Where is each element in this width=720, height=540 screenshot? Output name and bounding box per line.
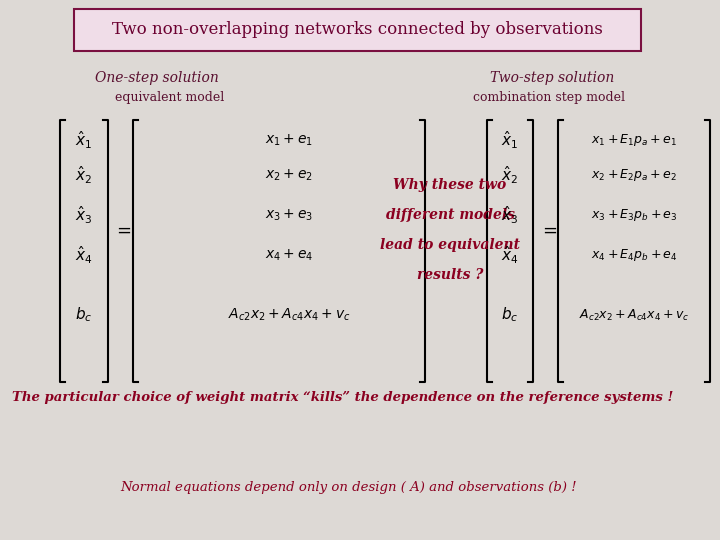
Text: $A_{c2}x_2 + A_{c4}x_4 + v_c$: $A_{c2}x_2 + A_{c4}x_4 + v_c$ [579,307,689,322]
Text: Two-step solution: Two-step solution [490,71,614,85]
Text: $\hat{x}_4$: $\hat{x}_4$ [75,244,93,266]
Text: lead to equivalent: lead to equivalent [380,238,520,252]
Text: $\hat{x}_3$: $\hat{x}_3$ [501,204,518,226]
Text: $x_2 + E_2p_a + e_2$: $x_2 + E_2p_a + e_2$ [591,167,677,183]
Text: Why these two: Why these two [393,178,507,192]
Text: The particular choice of weight matrix “kills” the dependence on the reference s: The particular choice of weight matrix “… [12,390,673,403]
Text: $x_3 + E_3p_b + e_3$: $x_3 + E_3p_b + e_3$ [590,207,678,223]
Text: $=$: $=$ [539,221,557,239]
FancyBboxPatch shape [74,9,641,51]
Text: $x_1 + E_1p_a + e_1$: $x_1 + E_1p_a + e_1$ [591,132,677,148]
Text: equivalent model: equivalent model [115,91,224,104]
Text: One-step solution: One-step solution [95,71,219,85]
Text: $b_c$: $b_c$ [76,306,93,325]
Text: results ?: results ? [417,268,483,282]
Text: $\hat{x}_1$: $\hat{x}_1$ [76,129,93,151]
Text: $x_2 + e_2$: $x_2 + e_2$ [265,167,313,183]
Text: different models: different models [386,208,514,222]
Text: $=$: $=$ [113,221,131,239]
Text: Two non-overlapping networks connected by observations: Two non-overlapping networks connected b… [112,22,603,38]
Text: combination step model: combination step model [473,91,625,104]
Text: $\hat{x}_1$: $\hat{x}_1$ [501,129,518,151]
Text: Normal equations depend only on design ( A) and observations (b) !: Normal equations depend only on design (… [120,482,577,495]
Text: $x_3 + e_3$: $x_3 + e_3$ [265,207,313,222]
Text: $b_c$: $b_c$ [501,306,518,325]
Text: $\hat{x}_3$: $\hat{x}_3$ [76,204,93,226]
Text: $\hat{x}_4$: $\hat{x}_4$ [501,244,519,266]
Text: $x_4 + e_4$: $x_4 + e_4$ [265,247,313,262]
Text: $A_{c2}x_2 + A_{c4}x_4 + v_c$: $A_{c2}x_2 + A_{c4}x_4 + v_c$ [228,307,351,323]
Text: $\hat{x}_2$: $\hat{x}_2$ [501,164,518,186]
Text: $x_4 + E_4p_b + e_4$: $x_4 + E_4p_b + e_4$ [590,247,678,263]
Text: $x_1 + e_1$: $x_1 + e_1$ [265,132,313,148]
Text: $\hat{x}_2$: $\hat{x}_2$ [76,164,93,186]
